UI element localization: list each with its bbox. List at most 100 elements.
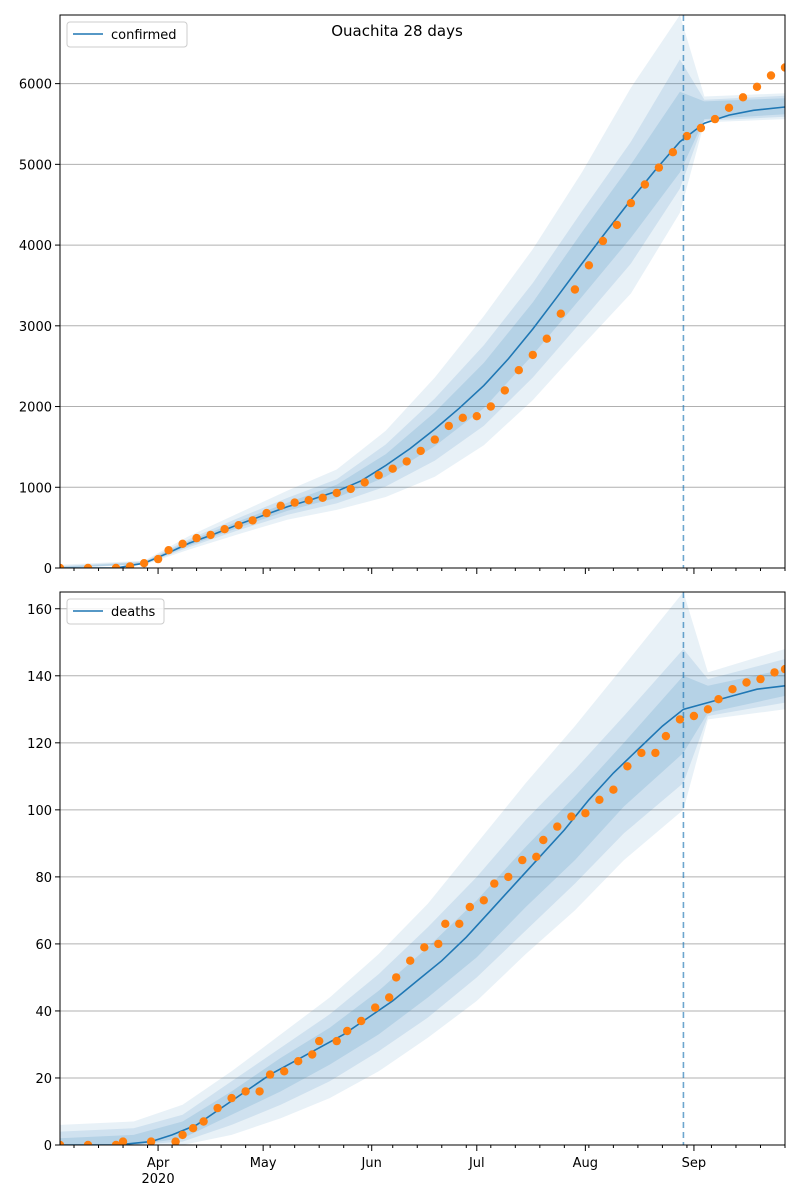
observed-point [153, 554, 163, 564]
y-tick-label: 120 [27, 737, 52, 752]
observed-point [234, 521, 243, 530]
legend-label: confirmed [111, 28, 177, 43]
observed-point [83, 1140, 93, 1145]
observed-point [385, 993, 394, 1002]
uncertainty-band-middle [60, 649, 785, 1145]
observed-point [742, 678, 751, 687]
y-tick-label: 20 [35, 1072, 52, 1087]
observed-point [392, 973, 401, 982]
x-tick-year-label: 2020 [142, 1172, 175, 1187]
observed-point [199, 1117, 208, 1126]
observed-point [581, 809, 590, 818]
x-tick-label: Jul [468, 1156, 485, 1171]
observed-point [262, 508, 271, 518]
observed-point [308, 1050, 317, 1059]
observed-point [598, 236, 608, 246]
observed-point [318, 493, 327, 502]
y-tick-label: 2000 [19, 401, 52, 416]
y-tick-label: 40 [35, 1005, 52, 1020]
observed-point [430, 435, 439, 444]
legend-label: deaths [111, 605, 156, 620]
observed-point [280, 1067, 289, 1076]
observed-point [609, 785, 618, 794]
uncertainty-band-outer [60, 15, 785, 568]
observed-point [553, 822, 562, 831]
observed-point [255, 1087, 264, 1096]
observed-point [420, 943, 429, 952]
uncertainty-band-middle [60, 59, 785, 568]
axes-frame [59, 591, 786, 1146]
observed-point [139, 559, 149, 568]
observed-point [371, 1003, 380, 1012]
uncertainty-band-outer [60, 592, 785, 1145]
uncertainty-band-inner [60, 669, 785, 1145]
x-tick-label: Sep [682, 1156, 707, 1171]
y-tick-label: 6000 [19, 78, 52, 93]
observed-point [623, 762, 632, 771]
observed-point [465, 902, 474, 912]
observed-point [388, 464, 397, 473]
legend: confirmed [66, 21, 188, 48]
observed-point [265, 1070, 275, 1079]
observed-point [780, 664, 785, 674]
y-tick-label: 0 [44, 1139, 52, 1154]
observed-point [164, 546, 173, 555]
observed-point [595, 795, 604, 804]
x-tick-label: Aug [573, 1156, 598, 1171]
observed-point [661, 731, 671, 741]
observed-point [111, 1140, 121, 1145]
observed-point [118, 1137, 128, 1145]
observed-point [500, 386, 509, 395]
y-tick-label: 60 [35, 938, 52, 953]
observed-point [294, 1057, 303, 1066]
axes-frame [59, 14, 786, 569]
observed-point [756, 674, 765, 684]
observed-point [178, 539, 187, 548]
observed-point [570, 285, 580, 294]
observed-point [728, 685, 737, 694]
observed-point [626, 198, 636, 208]
observed-point [668, 148, 678, 157]
observed-point [651, 748, 660, 758]
observed-point [188, 1124, 198, 1133]
observed-point [83, 563, 93, 568]
observed-point [703, 705, 713, 714]
observed-point [315, 1036, 324, 1046]
y-tick-label: 140 [27, 670, 52, 685]
y-tick-label: 160 [27, 603, 52, 618]
figure-title: Ouachita 28 days [331, 22, 463, 40]
observed-point [360, 478, 369, 487]
observed-point [514, 366, 523, 375]
observed-point [556, 309, 565, 318]
model-line [60, 685, 785, 1145]
observed-point [332, 488, 341, 498]
observed-point [332, 1036, 341, 1046]
observed-point [640, 180, 650, 189]
observed-point [455, 919, 464, 928]
observed-point [780, 63, 785, 72]
uncertainty-bands [60, 15, 785, 568]
y-tick-label: 3000 [19, 320, 52, 335]
observed-point [542, 334, 551, 343]
observed-point [60, 1140, 65, 1145]
observed-point [178, 1130, 187, 1140]
observed-point [192, 533, 201, 543]
observed-point [276, 501, 285, 510]
observed-point [374, 471, 383, 480]
observed-point [567, 812, 576, 821]
observed-point [248, 516, 257, 525]
series-group [60, 664, 785, 1145]
observed-point [738, 93, 748, 102]
x-tick-label: Jun [361, 1156, 382, 1171]
observed-point [490, 879, 499, 888]
legend: deaths [66, 598, 165, 625]
observed-point [518, 855, 527, 865]
observed-point [675, 715, 685, 724]
model-line [60, 106, 785, 568]
y-tick-label: 80 [35, 871, 52, 886]
observed-point [472, 412, 481, 421]
observed-point [532, 852, 541, 861]
observed-point [406, 956, 415, 965]
